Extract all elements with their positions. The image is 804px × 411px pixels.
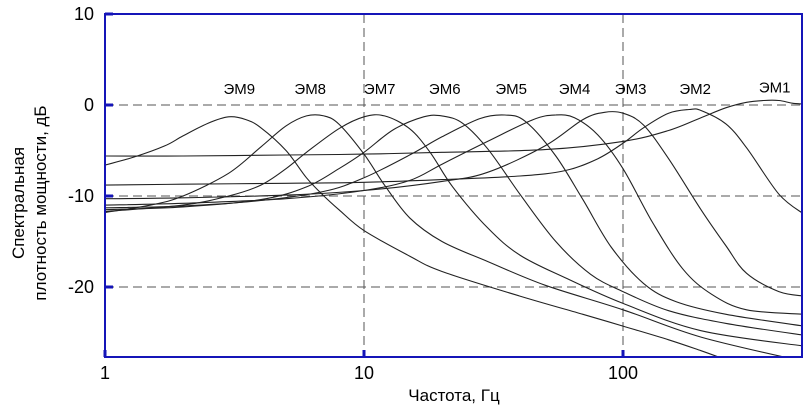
series-line-1 xyxy=(105,99,802,157)
axis-ticks xyxy=(103,12,625,357)
y-tick-label--20: -20 xyxy=(68,277,94,297)
series-label-2: ЭМ2 xyxy=(679,81,711,98)
x-axis-label: Частота, Гц xyxy=(408,386,500,405)
y-tick-label-0: 0 xyxy=(84,95,94,115)
series-line-8 xyxy=(105,114,787,357)
series-label-8: ЭМ8 xyxy=(294,81,326,98)
series-label-4: ЭМ4 xyxy=(559,81,591,98)
series-line-4 xyxy=(105,114,802,315)
series-label-7: ЭМ7 xyxy=(364,81,396,98)
series-label-1: ЭМ1 xyxy=(759,79,791,96)
x-tick-label-1: 1 xyxy=(100,363,110,383)
series-label-5: ЭМ5 xyxy=(495,81,527,98)
y-tick-label--10: -10 xyxy=(68,186,94,206)
x-tick-label-10: 10 xyxy=(354,363,374,383)
series-line-6 xyxy=(105,114,802,336)
series-line-7 xyxy=(105,114,802,347)
series-lines xyxy=(105,99,802,357)
plot-frame xyxy=(104,13,803,358)
grid-lines xyxy=(105,14,802,357)
y-tick-label-10: 10 xyxy=(74,4,94,24)
series-label-9: ЭМ9 xyxy=(223,81,255,98)
plot-border xyxy=(104,13,803,358)
series-line-9 xyxy=(105,116,721,357)
x-tick-label-100: 100 xyxy=(608,363,638,383)
series-label-6: ЭМ6 xyxy=(429,81,461,98)
series-labels: ЭМ1 ЭМ2 ЭМ3 ЭМ4 ЭМ5 ЭМ6 ЭМ7 ЭМ8 ЭМ9 xyxy=(223,79,790,98)
series-line-3 xyxy=(105,110,802,297)
series-label-3: ЭМ3 xyxy=(615,81,647,98)
y-axis-label-line2: плотность мощности, дБ xyxy=(31,105,50,300)
y-axis-label-line1: Спектральная xyxy=(9,147,28,259)
series-line-5 xyxy=(105,114,802,327)
series-line-2 xyxy=(105,108,802,214)
